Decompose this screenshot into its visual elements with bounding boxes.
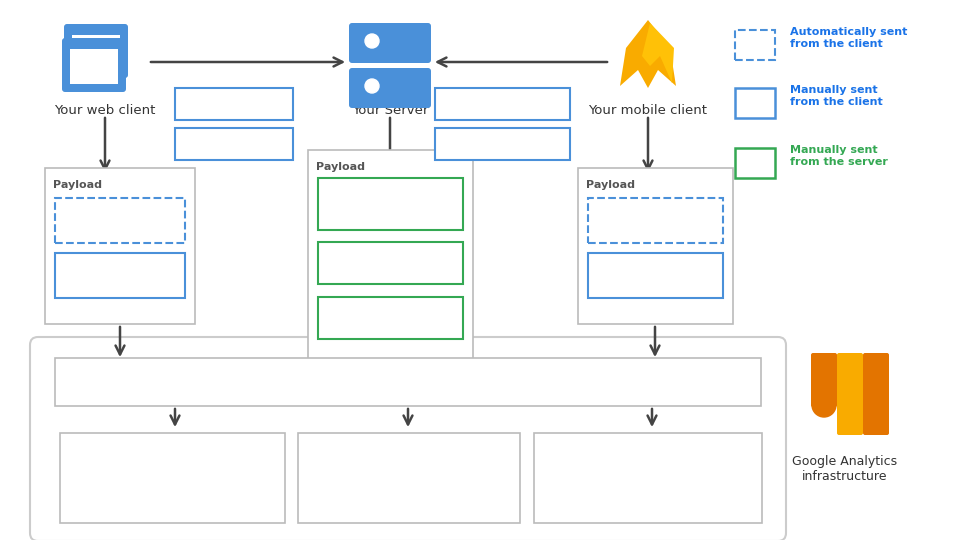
- Text: Your mobile client: Your mobile client: [588, 104, 708, 117]
- Bar: [308, 150, 473, 365]
- Bar: [70, 49, 118, 84]
- Text: Manually sent
from the server: Manually sent from the server: [790, 145, 888, 167]
- Text: BigQuery: BigQuery: [613, 446, 683, 458]
- FancyBboxPatch shape: [811, 353, 837, 407]
- Text: Your Server: Your Server: [351, 104, 428, 117]
- FancyBboxPatch shape: [837, 353, 863, 435]
- Bar: [435, 128, 570, 160]
- Text: Data API: Data API: [376, 449, 442, 462]
- Bar: [175, 88, 293, 120]
- Bar: [55, 198, 185, 243]
- Text: (Client Id / App Instance Id: (Client Id / App Instance Id: [574, 468, 722, 478]
- Text: Payload: Payload: [586, 180, 635, 190]
- Text: Client Id: Client Id: [206, 98, 262, 111]
- Circle shape: [365, 34, 379, 48]
- Bar: [435, 88, 570, 120]
- Bar: [45, 168, 195, 324]
- Bar: [735, 148, 775, 178]
- Text: Event Data: Event Data: [466, 138, 539, 151]
- FancyBboxPatch shape: [349, 23, 431, 63]
- Bar: [534, 433, 762, 523]
- Text: Your web client: Your web client: [55, 104, 156, 117]
- Text: Event Data: Event Data: [619, 268, 692, 281]
- FancyBboxPatch shape: [30, 337, 786, 540]
- Polygon shape: [620, 20, 676, 88]
- Bar: [588, 198, 723, 243]
- Text: Client Id /: Client Id /: [358, 186, 422, 199]
- Bar: [175, 128, 293, 160]
- Text: based Reporting): based Reporting): [600, 488, 696, 498]
- Text: App Instance Id: App Instance Id: [450, 98, 554, 111]
- Text: Payload: Payload: [53, 180, 102, 190]
- FancyBboxPatch shape: [64, 24, 128, 78]
- Bar: [55, 253, 185, 298]
- Bar: [735, 88, 775, 118]
- Text: GA UI: GA UI: [152, 449, 193, 462]
- Bar: [735, 30, 775, 60]
- Text: Event Data: Event Data: [84, 268, 156, 281]
- FancyBboxPatch shape: [863, 353, 889, 435]
- Bar: [298, 433, 520, 523]
- Text: Google Analytics
infrastructure: Google Analytics infrastructure: [792, 455, 898, 483]
- FancyBboxPatch shape: [62, 38, 126, 92]
- Bar: [318, 178, 463, 230]
- Bar: [588, 253, 723, 298]
- Bar: [72, 35, 120, 70]
- Text: Payload: Payload: [316, 162, 365, 172]
- Text: App Instance Id: App Instance Id: [339, 201, 443, 214]
- FancyBboxPatch shape: [349, 68, 431, 108]
- Polygon shape: [642, 23, 674, 83]
- Bar: [318, 242, 463, 284]
- Bar: [60, 433, 285, 523]
- Circle shape: [812, 393, 836, 417]
- Text: Manually sent
from the client: Manually sent from the client: [790, 85, 883, 107]
- Text: Server Data: Server Data: [350, 312, 430, 325]
- Text: (Aggregated Reporting): (Aggregated Reporting): [102, 474, 242, 487]
- Bar: [55, 358, 761, 406]
- Text: Automatically sent
from the client: Automatically sent from the client: [790, 27, 907, 49]
- Text: Event Data: Event Data: [354, 256, 427, 269]
- Text: Event Data: Event Data: [198, 138, 271, 151]
- Circle shape: [365, 79, 379, 93]
- Text: (Aggregated Reporting): (Aggregated Reporting): [339, 474, 479, 487]
- Text: Client Id: Client Id: [92, 213, 148, 226]
- Text: Collection Endpoint: Collection Endpoint: [334, 375, 482, 389]
- Bar: [318, 297, 463, 339]
- Bar: [578, 168, 733, 324]
- Text: App Instance Id: App Instance Id: [604, 213, 708, 226]
